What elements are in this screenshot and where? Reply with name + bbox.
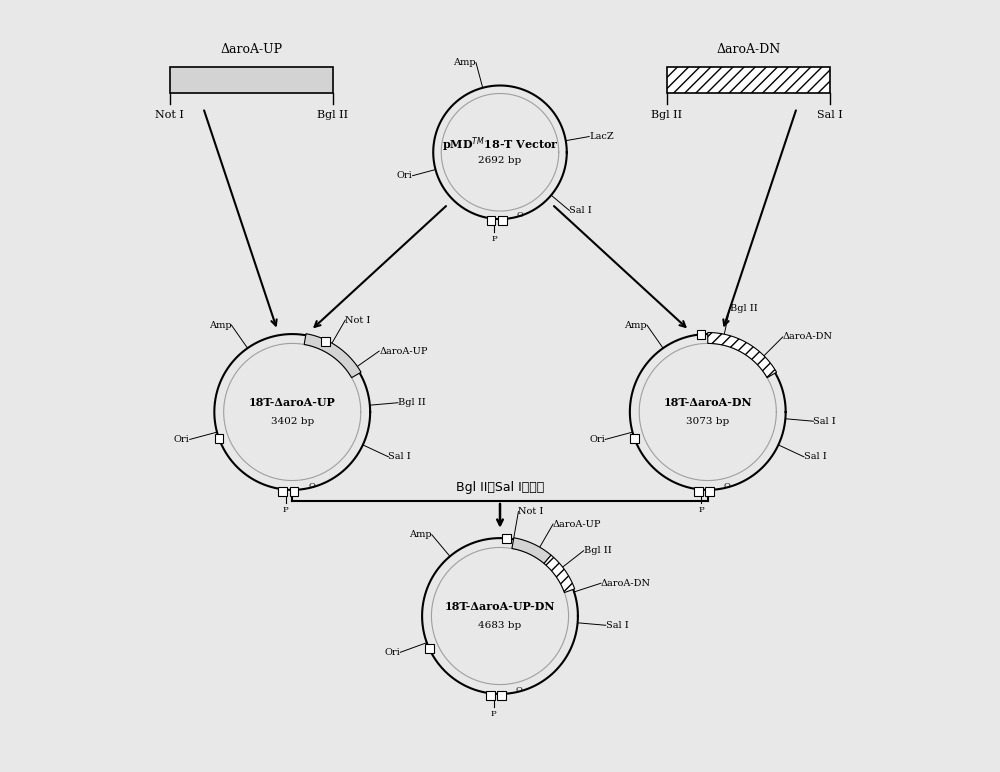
Bar [425,645,434,653]
Text: Not I: Not I [345,316,371,324]
Text: Sal I: Sal I [606,621,628,630]
Bar [697,330,705,339]
Bar [290,487,298,496]
Text: Sal I: Sal I [804,452,827,462]
Text: Sal I: Sal I [569,206,592,215]
Text: O: O [516,212,523,219]
Text: P: P [491,235,497,243]
Polygon shape [304,334,361,378]
Bar [497,691,506,700]
Text: Bgl II: Bgl II [584,547,611,555]
Text: O: O [516,686,523,694]
Text: 18T-ΔaroA-DN: 18T-ΔaroA-DN [663,397,752,408]
Text: O: O [308,482,315,490]
Text: Amp: Amp [409,530,432,539]
Text: Sal I: Sal I [813,417,836,425]
Text: Bgl II: Bgl II [317,110,349,120]
Text: Bgl II: Bgl II [651,110,683,120]
Text: Ori: Ori [174,435,190,444]
Polygon shape [544,555,575,593]
Text: Sal I: Sal I [817,110,843,120]
Text: pMD$^{TM}$18-T Vector: pMD$^{TM}$18-T Vector [442,135,558,154]
Bar [278,487,287,496]
Text: 18T-ΔaroA-UP: 18T-ΔaroA-UP [249,397,336,408]
Text: Bgl II: Bgl II [730,303,758,313]
Text: Ori: Ori [590,435,605,444]
Bar [694,487,703,496]
Text: Not I: Not I [518,507,544,516]
Text: 4683 bp: 4683 bp [478,621,522,630]
Text: O: O [724,482,730,490]
Text: P: P [491,710,496,718]
Text: Amp: Amp [624,320,647,330]
Bar [498,216,507,225]
Text: ΔaroA-UP: ΔaroA-UP [379,347,428,356]
Text: Amp: Amp [209,320,231,330]
Bar [321,337,330,346]
Text: ΔaroA-UP: ΔaroA-UP [220,42,282,56]
Bar [705,487,714,496]
Text: Not I: Not I [155,110,184,120]
Text: Amp: Amp [453,58,476,67]
Text: ΔaroA-DN: ΔaroA-DN [783,333,833,341]
Text: ΔaroA-DN: ΔaroA-DN [601,579,651,587]
Bar [170,67,333,93]
Bar [667,67,830,93]
Bar [215,434,223,443]
Text: P: P [283,506,289,514]
Text: P: P [699,506,704,514]
Text: Bgl II、Sal I双酶切: Bgl II、Sal I双酶切 [456,481,544,493]
Text: ΔaroA-UP: ΔaroA-UP [553,520,602,529]
Polygon shape [512,538,551,564]
Text: Ori: Ori [397,171,413,180]
Polygon shape [708,333,777,378]
Text: Bgl II: Bgl II [398,398,426,407]
Text: Ori: Ori [385,648,400,657]
Text: 3402 bp: 3402 bp [271,417,314,426]
Text: 2692 bp: 2692 bp [478,156,522,164]
Text: Sal I: Sal I [388,452,411,462]
Bar [630,434,639,443]
Text: 18T-ΔaroA-UP-DN: 18T-ΔaroA-UP-DN [445,601,555,612]
Text: LacZ: LacZ [589,132,614,141]
Bar [502,534,511,543]
Bar [486,691,495,700]
Text: ΔaroA-DN: ΔaroA-DN [716,42,781,56]
Bar [487,216,495,225]
Text: 3073 bp: 3073 bp [686,417,729,426]
